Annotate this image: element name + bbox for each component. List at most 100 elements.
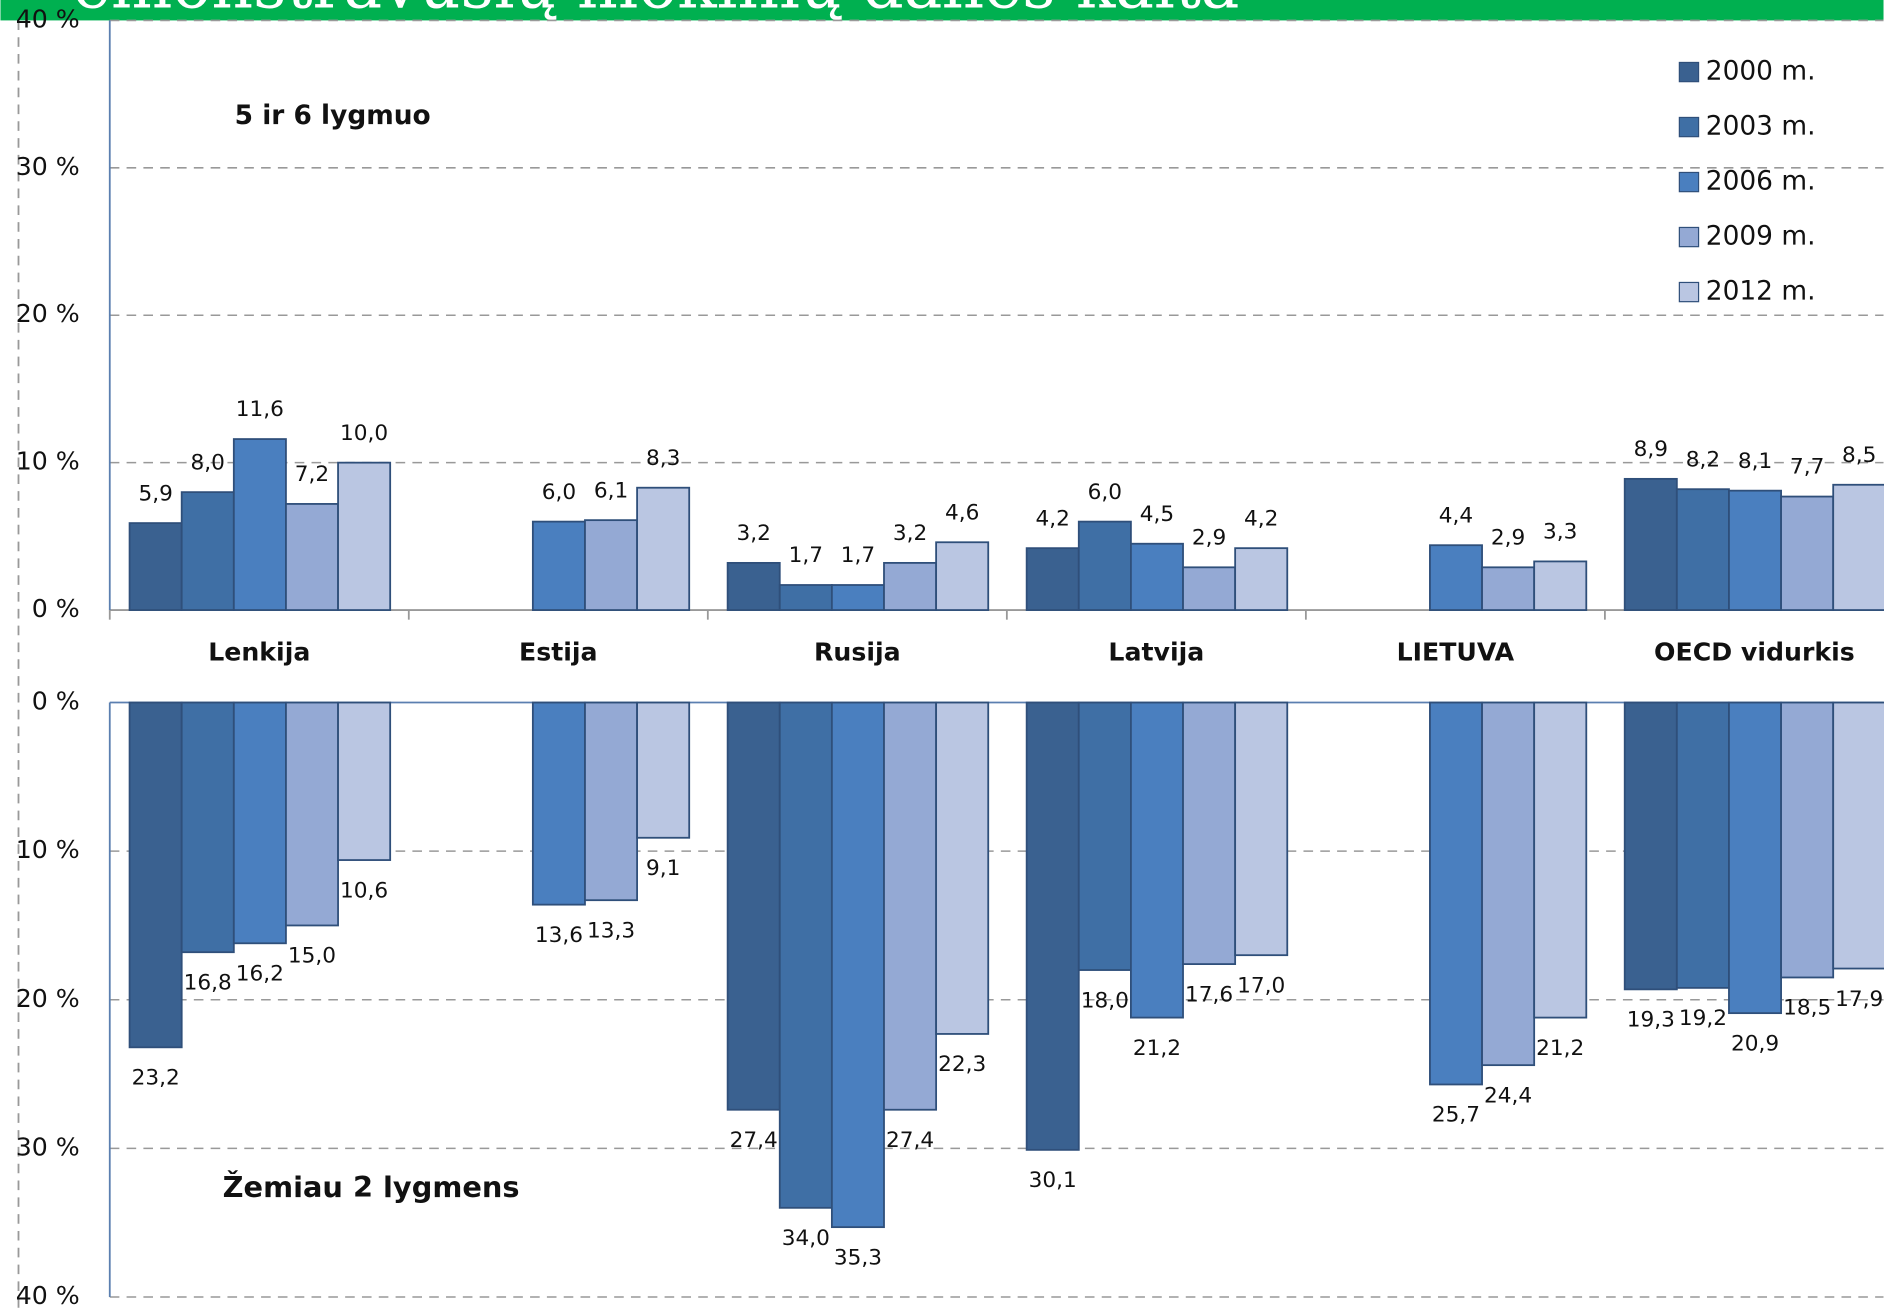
bar xyxy=(1728,701,1782,1015)
bar xyxy=(1780,495,1835,611)
bar xyxy=(1077,701,1132,971)
value-label: 2,9 xyxy=(1192,525,1226,550)
bar xyxy=(128,522,183,611)
bar xyxy=(1481,566,1536,611)
legend-label: 2000 m. xyxy=(1706,56,1816,87)
x-tick-label: Lenkija xyxy=(208,637,310,666)
bar xyxy=(1780,701,1835,979)
value-label: 18,5 xyxy=(1783,996,1831,1021)
value-label: 8,9 xyxy=(1634,437,1668,462)
bar xyxy=(935,541,990,611)
value-label: 4,2 xyxy=(1036,506,1070,531)
value-label: 22,3 xyxy=(938,1052,986,1077)
value-label: 17,0 xyxy=(1237,973,1285,998)
value-label: 8,5 xyxy=(1842,443,1876,468)
value-label: 19,2 xyxy=(1679,1006,1727,1031)
bar xyxy=(1481,701,1536,1067)
bar xyxy=(636,701,691,839)
bar xyxy=(1234,547,1289,611)
bar xyxy=(232,438,287,611)
value-label: 11,6 xyxy=(236,397,284,422)
y-tick-label: 30 % xyxy=(16,1132,80,1161)
bar xyxy=(232,701,287,945)
bar xyxy=(830,584,885,611)
legend-label: 2006 m. xyxy=(1706,166,1816,197)
value-label: 30,1 xyxy=(1029,1168,1077,1193)
value-label: 18,0 xyxy=(1081,988,1129,1013)
value-label: 8,1 xyxy=(1738,449,1772,474)
x-tick-label: Rusija xyxy=(814,637,901,666)
value-label: 24,4 xyxy=(1484,1083,1532,1108)
bar xyxy=(285,701,339,927)
value-label: 21,2 xyxy=(1133,1036,1181,1061)
y-tick-label: 10 % xyxy=(16,447,80,476)
bar xyxy=(726,561,781,611)
x-tick-label: Latvija xyxy=(1108,637,1204,666)
legend-swatch xyxy=(1678,61,1700,83)
chart-title: emonstravusių mokinių dalies kaita xyxy=(73,0,1240,23)
value-label: 25,7 xyxy=(1432,1103,1480,1128)
bar xyxy=(778,701,833,1209)
value-label: 16,2 xyxy=(236,962,284,987)
bar xyxy=(1832,483,1884,611)
value-label: 23,2 xyxy=(132,1066,180,1091)
legend-label: 2009 m. xyxy=(1706,221,1816,252)
bar xyxy=(1533,701,1588,1019)
value-label: 3,3 xyxy=(1543,520,1577,545)
bar xyxy=(128,701,183,1049)
bar xyxy=(531,520,586,611)
bar xyxy=(1675,488,1730,611)
y-tick-label: 20 % xyxy=(16,299,80,328)
value-label: 4,5 xyxy=(1140,502,1174,527)
value-label: 35,3 xyxy=(834,1245,882,1270)
bar xyxy=(584,701,638,902)
bar xyxy=(830,701,885,1229)
bar xyxy=(883,701,938,1111)
bar xyxy=(1025,701,1080,1151)
title-bar xyxy=(0,0,1884,21)
y-tick-label: 20 % xyxy=(16,984,80,1013)
value-label: 27,4 xyxy=(730,1128,778,1153)
value-label: 8,2 xyxy=(1686,447,1720,472)
value-label: 27,4 xyxy=(886,1128,934,1153)
value-label: 16,8 xyxy=(184,970,232,995)
bar xyxy=(636,486,691,611)
value-label: 9,1 xyxy=(646,856,680,881)
bar xyxy=(1077,520,1132,611)
y-tick-label: 40 % xyxy=(16,4,80,33)
value-label: 4,4 xyxy=(1439,503,1473,528)
value-label: 6,1 xyxy=(594,478,628,503)
bar xyxy=(1623,701,1678,991)
bar xyxy=(1130,542,1184,611)
bar xyxy=(1623,477,1678,611)
bar xyxy=(1429,701,1483,1086)
y-tick-label: 0 % xyxy=(32,687,80,716)
bar xyxy=(337,461,392,611)
bar xyxy=(584,519,638,611)
value-label: 19,3 xyxy=(1627,1008,1675,1033)
bar xyxy=(1728,489,1782,611)
bar xyxy=(531,701,586,906)
bar xyxy=(285,503,339,611)
bar xyxy=(883,561,938,611)
panel-label: Žemiau 2 lygmens xyxy=(223,1170,520,1204)
value-label: 15,0 xyxy=(288,944,336,969)
value-label: 17,6 xyxy=(1185,982,1233,1007)
bar xyxy=(778,584,833,611)
value-label: 4,2 xyxy=(1244,506,1278,531)
value-label: 1,7 xyxy=(841,543,875,568)
bar xyxy=(726,701,781,1111)
legend-label: 2003 m. xyxy=(1706,111,1816,142)
bar xyxy=(1182,566,1237,611)
value-label: 7,2 xyxy=(295,462,329,487)
legend-label: 2012 m. xyxy=(1706,276,1816,307)
value-label: 3,2 xyxy=(737,521,771,546)
bar xyxy=(337,701,392,861)
value-label: 13,3 xyxy=(587,918,635,943)
x-tick-label: LIETUVA xyxy=(1397,637,1515,666)
bar xyxy=(1429,544,1483,611)
legend-swatch xyxy=(1678,171,1700,193)
y-tick-label: 10 % xyxy=(16,835,80,864)
